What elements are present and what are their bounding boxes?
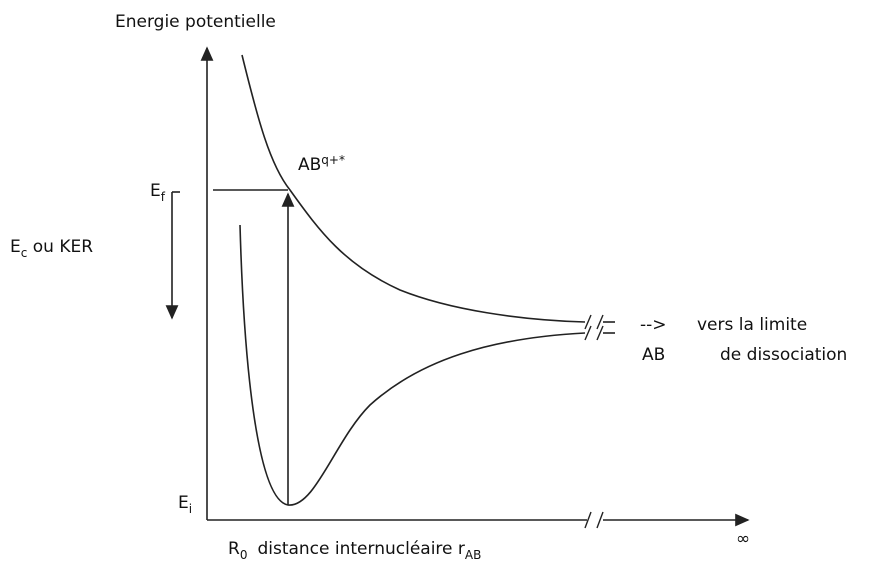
ker-rest: ou KER xyxy=(27,237,93,257)
arrow-note: --> xyxy=(640,315,667,335)
upper-main: AB xyxy=(298,155,321,175)
axis-break xyxy=(584,511,604,529)
upper-curve xyxy=(241,54,586,323)
x-sub: AB xyxy=(465,548,481,562)
ker-label: Ec ou KER xyxy=(10,237,93,260)
ei-main: E xyxy=(178,493,189,513)
upper-sup: q+* xyxy=(321,153,345,167)
ef-main: E xyxy=(150,181,161,201)
infinity-label: ∞ xyxy=(736,529,750,549)
ker-sub: c xyxy=(21,246,28,260)
r0-sub: 0 xyxy=(240,548,248,562)
lower-break xyxy=(584,325,604,341)
ef-label: Ef xyxy=(150,181,166,204)
ei-label: Ei xyxy=(178,493,192,516)
y-axis-label: Energie potentielle xyxy=(115,12,276,32)
note-line2: de dissociation xyxy=(720,345,847,365)
x-text: distance internucléaire r xyxy=(257,539,464,559)
upper-break xyxy=(584,314,604,330)
ei-sub: i xyxy=(189,502,192,516)
ker-main: E xyxy=(10,237,21,257)
ef-sub: f xyxy=(161,190,166,204)
lower-curve xyxy=(239,224,586,506)
upper-state-label: ABq+* xyxy=(298,153,345,175)
x-axis-label: R0 distance internucléaire rAB xyxy=(228,539,481,562)
r0-main: R xyxy=(228,539,240,559)
lower-state-label: AB xyxy=(642,345,665,365)
note-line1: vers la limite xyxy=(697,315,807,335)
